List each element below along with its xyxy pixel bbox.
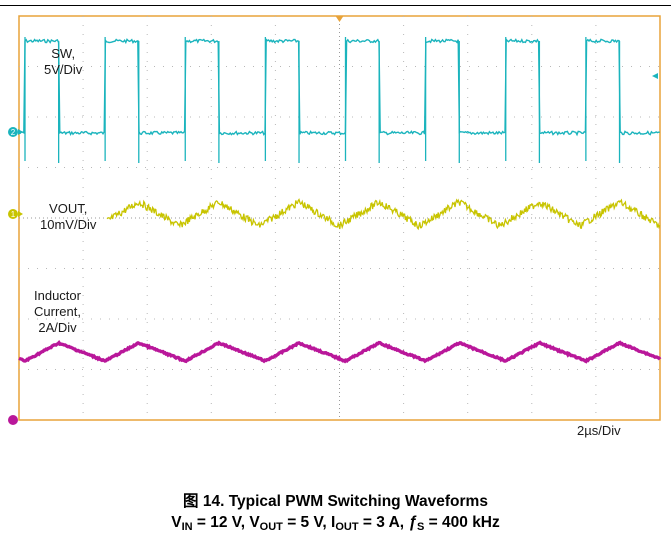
vout-label-line2: 10mV/Div <box>40 217 97 232</box>
waveform-traces <box>18 37 662 364</box>
vout-label: VOUT, 10mV/Div <box>40 201 96 233</box>
trigger-position-marker <box>335 16 344 22</box>
channel-2-marker-text: 2 <box>11 128 16 137</box>
header-rule <box>0 5 671 6</box>
cond-vout: VOUT = 5 V, <box>249 514 332 533</box>
oscilloscope-screen: 21 <box>8 15 662 425</box>
figure-conditions: VIN = 12 V, VOUT = 5 V, IOUT = 3 A, ƒS =… <box>0 514 671 533</box>
channel-1-marker-arrow <box>18 211 23 217</box>
channel-2-marker-arrow <box>18 129 23 135</box>
cond-iout: IOUT = 3 A, <box>331 514 409 533</box>
channel-3-marker <box>8 415 18 425</box>
channel-markers: 21 <box>8 73 658 425</box>
sw-trace <box>18 37 660 137</box>
sw-level-arrow <box>652 73 658 79</box>
inductor-current-trace <box>18 339 662 364</box>
inductor-label-line3: 2A/Div <box>38 320 77 335</box>
channel-1-marker <box>8 209 18 219</box>
figure-title: 图 14. Typical PWM Switching Waveforms <box>183 493 488 510</box>
vout-label-line1: VOUT, <box>49 201 88 216</box>
channel-2-marker <box>8 127 18 137</box>
inductor-current-label: Inductor Current, 2A/Div <box>34 288 81 336</box>
channel-1-marker-text: 1 <box>11 210 16 219</box>
graticule-grid <box>19 16 660 420</box>
sw-label: SW, 5V/Div <box>44 46 82 78</box>
cond-vin: VIN = 12 V, <box>171 514 250 533</box>
sw-label-line2: 5V/Div <box>44 62 83 77</box>
timebase-label: 2µs/Div <box>577 423 621 438</box>
sw-label-line1: SW, <box>51 46 76 61</box>
inductor-label-line1: Inductor <box>34 288 81 303</box>
inductor-label-line2: Current, <box>34 304 81 319</box>
vout-trace <box>106 198 661 231</box>
cond-fs: ƒS = 400 kHz <box>408 514 500 533</box>
